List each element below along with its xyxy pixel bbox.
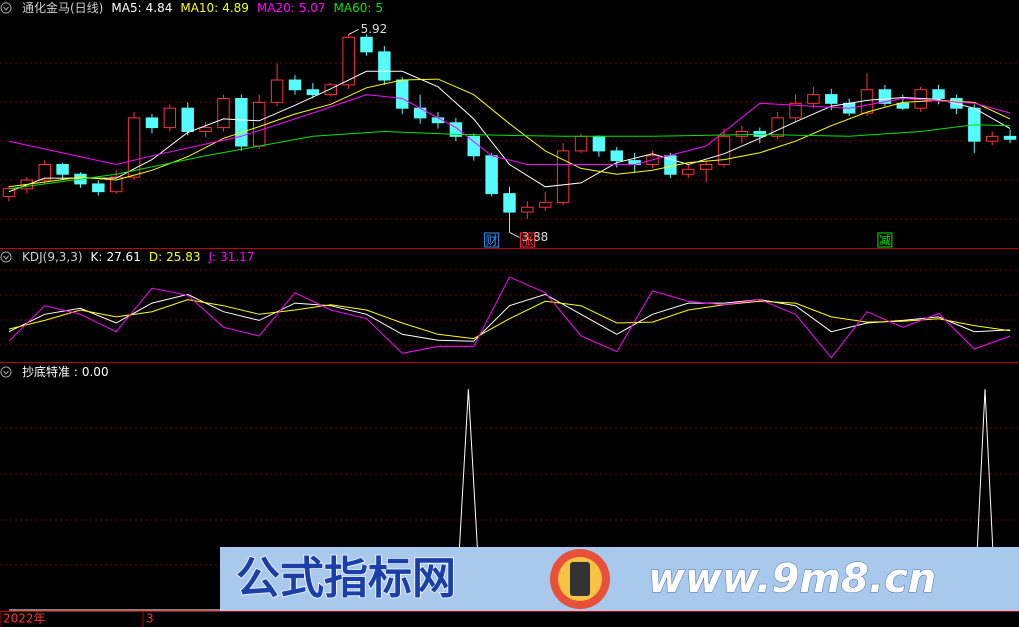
marker-label: 减 [879,234,891,248]
header-text: K: [91,250,103,264]
logo [570,562,590,596]
candle-body [896,102,910,109]
watermark-name: 公式指标网 [236,553,456,604]
header-text: 5.07 [299,1,326,15]
candle-body [467,135,480,157]
candle-body [574,135,588,152]
time-label: 2022年 [3,612,46,626]
panel-header: 通化金马(日线) MA5: 4.84 MA10: 4.89 MA20: 5.07 MA60: 5 [22,0,383,15]
candle-body [92,183,105,193]
candle-body [807,94,820,104]
candle-body [342,36,355,86]
header-icon [3,370,9,375]
series-line [8,94,1011,166]
time-label: 3 [146,612,154,626]
candle-body [270,79,284,103]
candle-body [252,101,266,147]
candle-body [985,135,999,142]
watermark-banner [220,547,1019,611]
candle-body [539,201,552,208]
candle-body [38,163,51,181]
marker-box [877,232,893,248]
candle-body [324,84,337,96]
watermark: 公式指标网 www.9m8.cn [220,547,1019,611]
candle-body [235,97,248,147]
candle-body [664,155,677,175]
marker-label: 涨 [521,233,533,248]
header-text: J: [207,250,216,264]
candle-body [378,51,391,81]
header-icon [0,366,12,378]
candle-body [163,107,177,129]
header-text: 4.84 [146,1,173,15]
candle-body [449,122,463,137]
header-text: MA5: [111,1,141,15]
header-text: D: [149,250,162,264]
header-text: MA60: [334,1,372,15]
candle-body [503,193,516,213]
candle-body [699,163,713,170]
header-text: 抄底特准 : [22,364,78,379]
marker-box [484,232,500,248]
candle-body [878,89,892,104]
annotation-line [509,232,520,238]
candle-body [56,163,69,175]
candle-body [145,117,159,129]
time-axis [0,611,1019,627]
candle-body [288,79,302,91]
header-icon [3,255,9,260]
candle-body [413,107,427,119]
header-text: 25.83 [166,250,200,264]
candle-body [610,150,623,162]
header-icon [0,2,12,14]
series-line [8,299,1011,340]
header-text: MA20: [257,1,295,15]
series-line [8,293,1011,342]
candle-body [217,97,230,129]
candle-body [127,117,141,178]
header-text: 27.61 [106,250,140,264]
candle-body [1003,135,1017,140]
candle-body [682,168,695,175]
header-text: KDJ(9,3,3) [22,250,83,264]
header-text: 通化金马(日线) [22,0,103,15]
series-line [8,70,1011,193]
header-text: 4.89 [222,1,249,15]
candle-body [717,135,731,165]
candle-body [735,130,749,137]
header-text: 31.17 [220,250,254,264]
marker-box [519,232,535,248]
marker-label: 财 [486,234,498,248]
series-line [8,276,1011,359]
panel-header: 抄底特准 : 0.00 [22,364,109,379]
header-text: MA10: [180,1,218,15]
series-line [8,78,1011,188]
candle-body [199,127,212,132]
annotation-line [348,28,359,35]
candle-body [360,36,373,53]
panel-header: KDJ(9,3,3) K: 27.61 D: 25.83 J: 31.17 [22,250,254,264]
candle-body [789,102,802,119]
candle-body [932,89,945,99]
annotation-label: 5.92 [361,22,388,36]
watermark-url: www.9m8.cn [648,556,936,602]
candle-body [306,89,320,96]
header-icon [0,251,12,263]
candle-body [521,206,534,213]
candle-body [556,150,570,203]
candle-body [592,135,606,152]
candle-body [181,107,194,132]
candle-body [109,176,123,193]
candle-body [771,117,784,137]
candle-body [396,79,409,109]
header-icon [3,6,9,11]
candle-body [825,94,838,104]
candle-body [485,155,498,195]
header-text: 0.00 [82,365,109,379]
series-line [8,124,1011,190]
header-text: 5 [375,1,383,15]
